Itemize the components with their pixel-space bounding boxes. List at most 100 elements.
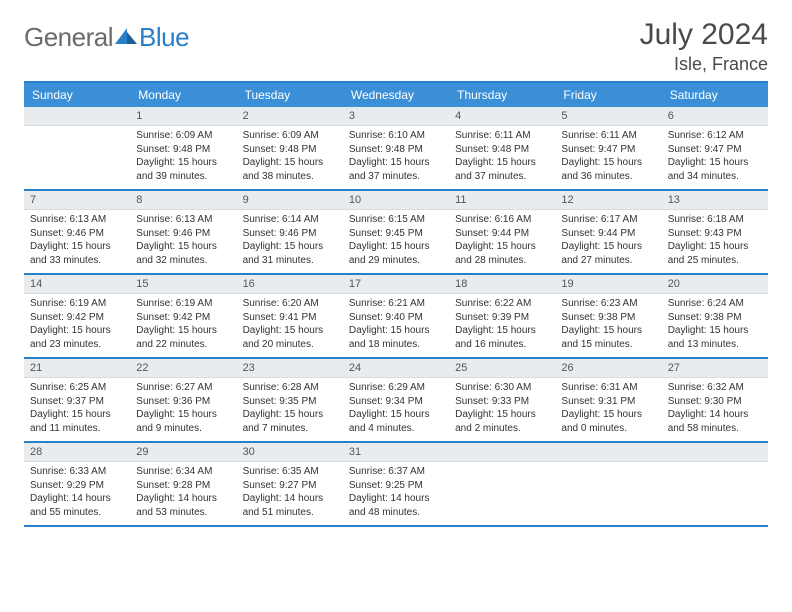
daylight-text: and 22 minutes. <box>136 338 230 352</box>
daylight-text: Daylight: 15 hours <box>349 240 443 254</box>
daylight-text: Daylight: 15 hours <box>561 156 655 170</box>
sunrise-text: Sunrise: 6:25 AM <box>30 381 124 395</box>
month-title: July 2024 <box>640 18 768 52</box>
daylight-text: and 20 minutes. <box>243 338 337 352</box>
sunrise-text: Sunrise: 6:16 AM <box>455 213 549 227</box>
location-label: Isle, France <box>640 54 768 75</box>
daylight-text: Daylight: 15 hours <box>243 408 337 422</box>
day-of-week-header: Friday <box>555 83 661 107</box>
calendar-cell: 18Sunrise: 6:22 AMSunset: 9:39 PMDayligh… <box>449 275 555 357</box>
day-number <box>555 443 661 462</box>
day-number: 29 <box>130 443 236 462</box>
calendar-cell: 1Sunrise: 6:09 AMSunset: 9:48 PMDaylight… <box>130 107 236 189</box>
day-number: 14 <box>24 275 130 294</box>
day-of-week-header: Tuesday <box>237 83 343 107</box>
daylight-text: and 9 minutes. <box>136 422 230 436</box>
cell-body: Sunrise: 6:15 AMSunset: 9:45 PMDaylight:… <box>343 210 449 271</box>
daylight-text: Daylight: 15 hours <box>668 156 762 170</box>
daylight-text: Daylight: 15 hours <box>455 156 549 170</box>
sunrise-text: Sunrise: 6:33 AM <box>30 465 124 479</box>
cell-body: Sunrise: 6:11 AMSunset: 9:47 PMDaylight:… <box>555 126 661 187</box>
sunrise-text: Sunrise: 6:29 AM <box>349 381 443 395</box>
cell-body: Sunrise: 6:10 AMSunset: 9:48 PMDaylight:… <box>343 126 449 187</box>
day-number: 21 <box>24 359 130 378</box>
sunset-text: Sunset: 9:29 PM <box>30 479 124 493</box>
daylight-text: and 16 minutes. <box>455 338 549 352</box>
calendar-cell: 10Sunrise: 6:15 AMSunset: 9:45 PMDayligh… <box>343 191 449 273</box>
sunrise-text: Sunrise: 6:11 AM <box>561 129 655 143</box>
day-number: 26 <box>555 359 661 378</box>
daylight-text: Daylight: 15 hours <box>243 240 337 254</box>
daylight-text: and 11 minutes. <box>30 422 124 436</box>
daylight-text: and 34 minutes. <box>668 170 762 184</box>
sunrise-text: Sunrise: 6:32 AM <box>668 381 762 395</box>
week-row: 21Sunrise: 6:25 AMSunset: 9:37 PMDayligh… <box>24 359 768 443</box>
sunset-text: Sunset: 9:44 PM <box>561 227 655 241</box>
sunrise-text: Sunrise: 6:37 AM <box>349 465 443 479</box>
day-number: 24 <box>343 359 449 378</box>
cell-body: Sunrise: 6:25 AMSunset: 9:37 PMDaylight:… <box>24 378 130 439</box>
sunrise-text: Sunrise: 6:11 AM <box>455 129 549 143</box>
sunrise-text: Sunrise: 6:19 AM <box>136 297 230 311</box>
cell-body: Sunrise: 6:09 AMSunset: 9:48 PMDaylight:… <box>130 126 236 187</box>
day-number <box>662 443 768 462</box>
calendar-cell: 21Sunrise: 6:25 AMSunset: 9:37 PMDayligh… <box>24 359 130 441</box>
sunset-text: Sunset: 9:30 PM <box>668 395 762 409</box>
cell-body: Sunrise: 6:32 AMSunset: 9:30 PMDaylight:… <box>662 378 768 439</box>
day-number: 8 <box>130 191 236 210</box>
sunrise-text: Sunrise: 6:30 AM <box>455 381 549 395</box>
calendar-cell: 24 Sunrise: 6:29 AMSunset: 9:34 PMDayligh… <box>343 359 449 441</box>
weeks-container: 1Sunrise: 6:09 AMSunset: 9:48 PMDaylight… <box>24 107 768 527</box>
day-number: 3 <box>343 107 449 126</box>
daylight-text: Daylight: 15 hours <box>349 408 443 422</box>
cell-body: Sunrise: 6:12 AMSunset: 9:47 PMDaylight:… <box>662 126 768 187</box>
sunset-text: Sunset: 9:38 PM <box>561 311 655 325</box>
cell-body <box>555 462 661 522</box>
calendar-cell: 29Sunrise: 6:34 AMSunset: 9:28 PMDayligh… <box>130 443 236 525</box>
daylight-text: Daylight: 15 hours <box>30 240 124 254</box>
day-number: 31 <box>343 443 449 462</box>
sunset-text: Sunset: 9:34 PM <box>349 395 443 409</box>
calendar-cell: 2Sunrise: 6:09 AMSunset: 9:48 PMDaylight… <box>237 107 343 189</box>
daylight-text: and 28 minutes. <box>455 254 549 268</box>
day-of-week-header: Saturday <box>662 83 768 107</box>
day-number: 23 <box>237 359 343 378</box>
week-row: 14Sunrise: 6:19 AMSunset: 9:42 PMDayligh… <box>24 275 768 359</box>
day-of-week-row: SundayMondayTuesdayWednesdayThursdayFrid… <box>24 83 768 107</box>
sunset-text: Sunset: 9:39 PM <box>455 311 549 325</box>
calendar-cell <box>555 443 661 525</box>
calendar-cell <box>449 443 555 525</box>
daylight-text: Daylight: 15 hours <box>561 408 655 422</box>
daylight-text: and 37 minutes. <box>455 170 549 184</box>
sunrise-text: Sunrise: 6:31 AM <box>561 381 655 395</box>
day-number: 19 <box>555 275 661 294</box>
sunset-text: Sunset: 9:46 PM <box>243 227 337 241</box>
calendar-cell: 28Sunrise: 6:33 AMSunset: 9:29 PMDayligh… <box>24 443 130 525</box>
calendar-cell: 9Sunrise: 6:14 AMSunset: 9:46 PMDaylight… <box>237 191 343 273</box>
cell-body: Sunrise: 6:24 AMSunset: 9:38 PMDaylight:… <box>662 294 768 355</box>
calendar-cell: 17Sunrise: 6:21 AMSunset: 9:40 PMDayligh… <box>343 275 449 357</box>
calendar-cell: 14Sunrise: 6:19 AMSunset: 9:42 PMDayligh… <box>24 275 130 357</box>
sunset-text: Sunset: 9:46 PM <box>136 227 230 241</box>
sunrise-text: Sunrise: 6:13 AM <box>136 213 230 227</box>
daylight-text: and 58 minutes. <box>668 422 762 436</box>
daylight-text: and 0 minutes. <box>561 422 655 436</box>
cell-body: Sunrise: 6:17 AMSunset: 9:44 PMDaylight:… <box>555 210 661 271</box>
cell-body: Sunrise: 6:27 AMSunset: 9:36 PMDaylight:… <box>130 378 236 439</box>
sunrise-text: Sunrise: 6:23 AM <box>561 297 655 311</box>
sunrise-text: Sunrise: 6:15 AM <box>349 213 443 227</box>
daylight-text: and 33 minutes. <box>30 254 124 268</box>
sunset-text: Sunset: 9:45 PM <box>349 227 443 241</box>
daylight-text: and 23 minutes. <box>30 338 124 352</box>
calendar-cell: 30Sunrise: 6:35 AMSunset: 9:27 PMDayligh… <box>237 443 343 525</box>
calendar-grid: SundayMondayTuesdayWednesdayThursdayFrid… <box>24 81 768 527</box>
cell-body: Sunrise: 6:20 AMSunset: 9:41 PMDaylight:… <box>237 294 343 355</box>
sunset-text: Sunset: 9:43 PM <box>668 227 762 241</box>
cell-body: Sunrise: 6:18 AMSunset: 9:43 PMDaylight:… <box>662 210 768 271</box>
sunrise-text: Sunrise: 6:13 AM <box>30 213 124 227</box>
daylight-text: and 39 minutes. <box>136 170 230 184</box>
daylight-text: Daylight: 15 hours <box>455 240 549 254</box>
daylight-text: and 55 minutes. <box>30 506 124 520</box>
daylight-text: Daylight: 15 hours <box>455 324 549 338</box>
daylight-text: Daylight: 15 hours <box>668 240 762 254</box>
